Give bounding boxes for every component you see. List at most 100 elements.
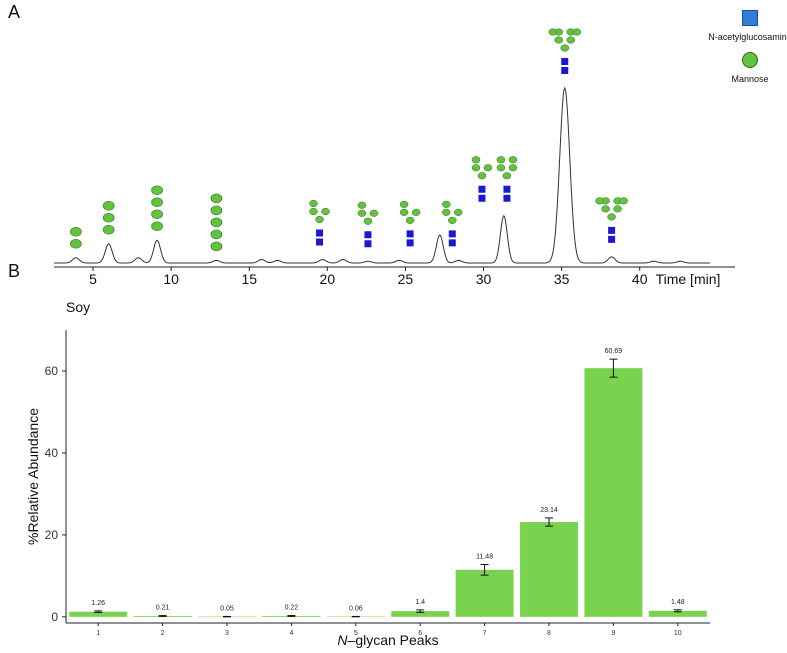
panel-b-label: B: [8, 261, 21, 281]
mannose-icon: [442, 200, 451, 208]
glycan-structure: [210, 193, 223, 252]
data-label: 1.26: [91, 600, 105, 607]
data-label: 23.14: [540, 507, 558, 514]
y-tick-label: 0: [51, 610, 58, 624]
mannose-icon: [496, 156, 506, 164]
mannose-icon: [566, 36, 575, 44]
legend-item-mannose: Mannose: [705, 52, 787, 84]
data-label: 60.69: [605, 348, 623, 355]
glcnac-icon: [503, 185, 511, 193]
y-axis-label: %Relative Abundance: [25, 408, 41, 545]
mannose-icon: [613, 205, 622, 213]
mannose-icon: [448, 216, 457, 224]
bar: [520, 522, 578, 617]
glcnac-icon: [608, 235, 616, 243]
glcnac-icon: [364, 240, 372, 248]
x-tick-label: 30: [476, 271, 492, 287]
panel-a-label: A: [8, 2, 21, 22]
mannose-icon: [554, 36, 563, 44]
mannose-icon: [483, 164, 493, 172]
glycan-structure: [151, 185, 163, 232]
glycan-structure: [357, 201, 379, 248]
x-axis-label: Time [min]: [656, 271, 721, 287]
mannose-icon: [595, 197, 604, 205]
glcnac-icon: [316, 229, 324, 237]
mannose-icon: [151, 197, 163, 208]
x-tick-label: 40: [632, 271, 648, 287]
mannose-icon: [405, 216, 415, 224]
mannose-icon: [210, 241, 223, 252]
glcnac-icon: [503, 194, 511, 202]
mannose-icon: [315, 215, 324, 224]
mannose-icon: [357, 209, 367, 217]
mannose-icon: [151, 221, 163, 232]
mannose-icon: [508, 156, 518, 164]
data-label: 0.06: [349, 605, 363, 612]
x-tick-label: 3: [225, 630, 229, 637]
x-tick-label: 5: [89, 271, 97, 287]
x-tick-label: 25: [398, 271, 414, 287]
glycan-structure: [309, 199, 330, 246]
mannose-icon: [471, 164, 481, 172]
mannose-icon: [151, 185, 163, 196]
mannose-icon: [572, 28, 581, 36]
glycan-structure: [399, 200, 421, 247]
legend-item-glcnac: N-acetylglucosamine: [705, 10, 787, 42]
data-label: 11.48: [476, 553, 493, 560]
x-axis-label: N–glycan Peaks: [337, 632, 438, 648]
mannose-icon: [151, 209, 163, 220]
mannose-icon: [411, 208, 421, 216]
glycan-structure: [70, 226, 82, 249]
mannose-icon: [357, 201, 367, 209]
x-tick-label: 7: [483, 630, 487, 637]
bar: [391, 611, 450, 617]
data-label: 0.05: [220, 605, 234, 612]
legend-label-mannose: Mannose: [731, 74, 769, 84]
x-tick-label: 20: [320, 271, 336, 287]
x-tick-label: 4: [289, 630, 293, 637]
glcnac-icon: [448, 230, 456, 238]
chromatogram-chart: 5 10 15 20 25 30 35 40 Time [min]: [54, 28, 735, 287]
mannose-icon: [607, 213, 616, 221]
x-axis-label-rest: –glycan Peaks: [348, 632, 439, 648]
mannose-icon: [102, 224, 115, 235]
y-tick-label: 20: [45, 528, 59, 542]
mannose-icon: [309, 199, 318, 208]
data-label: 0.21: [156, 605, 170, 612]
mannose-icon: [210, 193, 223, 204]
x-tick-label: 10: [674, 630, 682, 637]
glycan-structure: [595, 197, 628, 243]
glcnac-icon: [448, 239, 456, 247]
mannose-icon: [363, 217, 373, 225]
x-tick-label: 8: [547, 630, 551, 637]
circle-icon: [742, 52, 758, 68]
legend-label-glcnac: N-acetylglucosamine: [708, 32, 787, 42]
mannose-icon: [548, 28, 557, 36]
glycan-structure: [442, 200, 463, 247]
mannose-icon: [442, 208, 451, 216]
bar: [584, 368, 643, 617]
glcnac-icon: [364, 231, 372, 239]
x-tick-label: 15: [241, 271, 257, 287]
mannose-icon: [210, 217, 223, 228]
bar: [69, 611, 128, 617]
y-tick-label: 40: [45, 446, 59, 460]
glcnac-icon: [608, 226, 616, 234]
mannose-icon: [210, 205, 223, 216]
glycan-structure: [102, 200, 115, 235]
mannose-icon: [601, 205, 610, 213]
x-tick-label: 35: [554, 271, 570, 287]
mannose-icon: [399, 208, 409, 216]
glcnac-icon: [478, 194, 486, 202]
mannose-icon: [102, 212, 115, 223]
x-tick-label: 9: [611, 630, 615, 637]
mannose-icon: [471, 156, 481, 164]
glcnac-icon: [406, 239, 414, 247]
mannose-icon: [477, 172, 487, 180]
mannose-icon: [502, 172, 512, 180]
mannose-icon: [496, 164, 506, 172]
x-axis-label-italic: N: [337, 632, 348, 648]
data-label: 0.22: [285, 605, 299, 612]
x-tick-label: 6: [418, 630, 422, 637]
mannose-icon: [508, 164, 518, 172]
